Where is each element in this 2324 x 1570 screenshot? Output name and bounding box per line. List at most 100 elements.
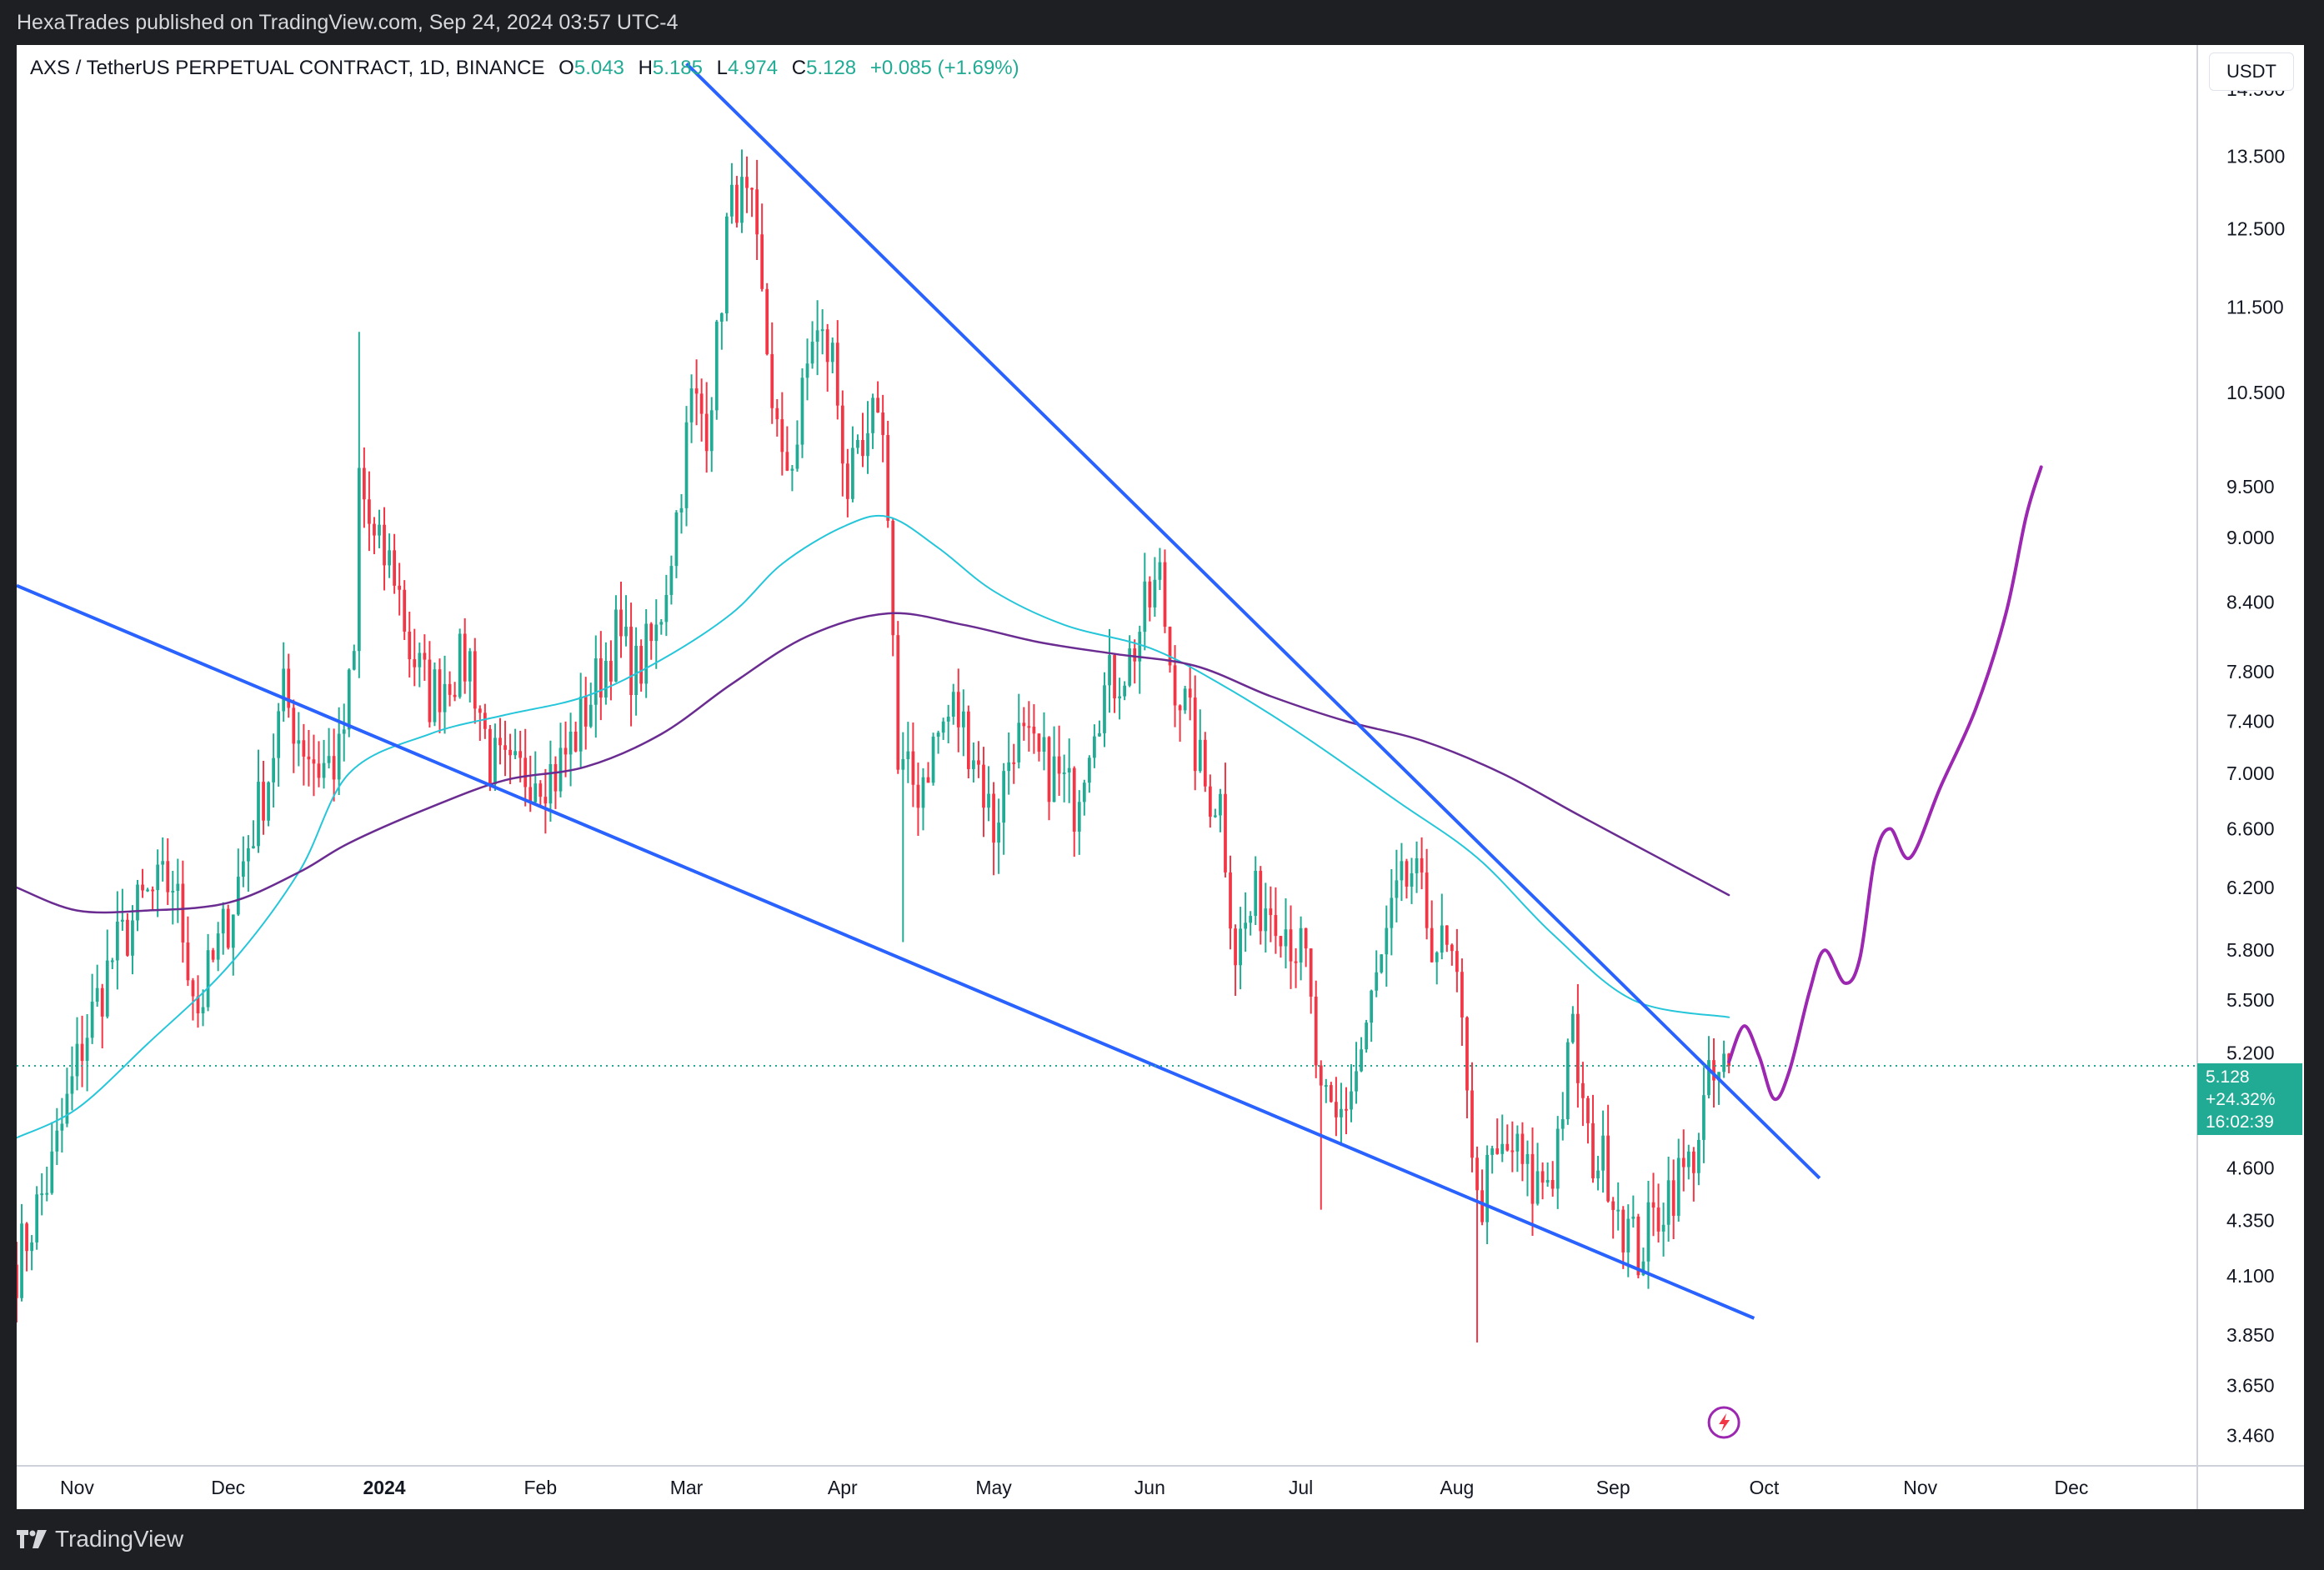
candle-body bbox=[1314, 996, 1318, 1066]
candle-body bbox=[1012, 762, 1016, 764]
candle-body bbox=[906, 751, 910, 760]
candle-body bbox=[1355, 1071, 1358, 1092]
candle-body bbox=[252, 846, 255, 848]
candle-body bbox=[775, 408, 779, 420]
candle-body bbox=[901, 759, 905, 770]
tradingview-logo[interactable]: TradingView bbox=[17, 1524, 183, 1554]
candle-up bbox=[247, 835, 250, 892]
candle-body bbox=[327, 756, 331, 763]
candle-up bbox=[201, 989, 205, 1027]
price-chart[interactable]: 14.50013.50012.50011.50010.5009.5009.000… bbox=[17, 45, 2304, 1509]
candle-up bbox=[1299, 916, 1303, 981]
candle-up bbox=[1440, 893, 1444, 960]
candle-down bbox=[1480, 1169, 1484, 1226]
candle-body bbox=[1510, 1150, 1515, 1152]
x-tick-label: Aug bbox=[1440, 1477, 1474, 1498]
symbol-legend: AXS / TetherUS PERPETUAL CONTRACT, 1D, B… bbox=[30, 57, 1019, 80]
candle-up bbox=[866, 401, 869, 474]
candle-body bbox=[312, 759, 316, 764]
x-tick-label: Jun bbox=[1134, 1477, 1165, 1498]
candle-body bbox=[558, 748, 563, 792]
candle-up bbox=[1355, 1042, 1358, 1104]
candle-body bbox=[85, 1038, 89, 1062]
candle-body bbox=[1027, 726, 1031, 728]
candle-up bbox=[1570, 1006, 1575, 1044]
candle-down bbox=[373, 517, 376, 555]
candle-up bbox=[730, 162, 734, 224]
candle-up bbox=[216, 922, 220, 972]
candle-up bbox=[1128, 635, 1132, 688]
candle-up bbox=[851, 426, 854, 502]
candle-up bbox=[1340, 1082, 1343, 1147]
candle-body bbox=[1636, 1216, 1640, 1276]
candle-body bbox=[181, 883, 185, 943]
candle-body bbox=[1455, 951, 1459, 972]
candle-up bbox=[1350, 1064, 1353, 1122]
candle-down bbox=[483, 703, 487, 739]
candle-body bbox=[609, 661, 613, 682]
candle-up bbox=[45, 1167, 49, 1202]
candle-down bbox=[518, 730, 523, 782]
candle-up bbox=[352, 644, 356, 671]
candle-up bbox=[282, 642, 286, 722]
candle-up bbox=[951, 683, 955, 725]
candle-up bbox=[1415, 841, 1419, 893]
candle-body bbox=[388, 550, 391, 566]
candle-body bbox=[563, 748, 568, 755]
candle-down bbox=[80, 1015, 84, 1088]
candle-body bbox=[548, 763, 553, 804]
candle-down bbox=[1505, 1124, 1510, 1152]
candle-body bbox=[1229, 872, 1232, 929]
candle-body bbox=[523, 758, 528, 788]
candle-body bbox=[820, 329, 824, 332]
candle-body bbox=[1108, 655, 1111, 686]
candle-body bbox=[1435, 952, 1439, 962]
candle-up bbox=[1077, 790, 1081, 855]
candle-down bbox=[982, 747, 985, 838]
candle-up bbox=[20, 1203, 23, 1302]
candle-up bbox=[357, 332, 361, 678]
candle-body bbox=[533, 783, 538, 802]
candle-body bbox=[186, 942, 190, 981]
candle-body bbox=[639, 646, 644, 684]
candle-down bbox=[1450, 943, 1454, 966]
candle-body bbox=[785, 452, 789, 471]
candle-down bbox=[1208, 774, 1212, 828]
candle-up bbox=[961, 689, 965, 757]
chart-frame[interactable]: 14.50013.50012.50011.50010.5009.5009.000… bbox=[17, 45, 2304, 1509]
candle-down bbox=[599, 631, 603, 721]
candle-up bbox=[604, 642, 608, 705]
candle-body bbox=[503, 745, 507, 750]
candle-up bbox=[1143, 552, 1147, 651]
candle-body bbox=[483, 712, 487, 729]
candle-body bbox=[1626, 1218, 1630, 1252]
candle-body bbox=[1385, 928, 1389, 955]
x-tick-label: Feb bbox=[524, 1477, 558, 1498]
candle-body bbox=[997, 822, 1000, 843]
currency-button[interactable]: USDT bbox=[2209, 52, 2294, 91]
candle-down bbox=[1591, 1094, 1595, 1183]
y-tick-label: 5.200 bbox=[2226, 1042, 2275, 1063]
candle-body bbox=[75, 1043, 79, 1077]
candle-body bbox=[1555, 1128, 1560, 1189]
candle-body bbox=[1163, 562, 1167, 628]
projection-path bbox=[1727, 465, 2043, 1102]
candle-up bbox=[322, 739, 326, 789]
candle-body bbox=[750, 188, 754, 190]
candle-up bbox=[176, 858, 180, 923]
candle-body bbox=[1570, 1013, 1575, 1042]
candle-body bbox=[292, 708, 296, 744]
candle-up bbox=[433, 662, 437, 727]
candle-down bbox=[1072, 766, 1076, 858]
footer: TradingView bbox=[0, 1509, 2324, 1570]
candle-body bbox=[845, 463, 849, 499]
candle-down bbox=[886, 421, 890, 528]
candle-down bbox=[393, 533, 396, 594]
candle-down bbox=[1530, 1127, 1535, 1236]
candle-body bbox=[463, 633, 467, 682]
candle-body bbox=[573, 731, 578, 752]
candle-body bbox=[1360, 1049, 1363, 1072]
candle-up bbox=[740, 149, 744, 233]
candle-down bbox=[1012, 743, 1016, 784]
candle-up bbox=[568, 712, 573, 787]
